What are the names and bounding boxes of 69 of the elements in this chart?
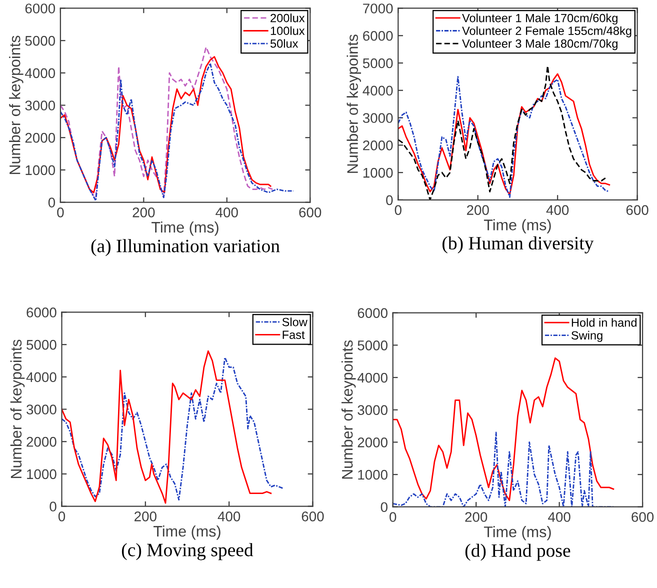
y-tick-label: 6000 [26,308,56,318]
y-tick-label: 5000 [362,58,393,68]
x-tick-label: 600 [626,205,648,215]
y-tick-label: 2000 [363,140,393,150]
x-tick-label: 0 [394,205,402,215]
x-tick-label: 0 [57,208,64,218]
y-axis-title: Number of keypoints [346,34,361,173]
y-tick-label: 5000 [26,340,56,350]
y-tick-label: 4000 [357,372,388,383]
line-series [392,432,614,507]
y-tick-label: 4000 [26,372,56,382]
y-tick-label: 3000 [26,404,56,414]
x-tick-label: 400 [216,208,238,218]
y-tick-label: 5000 [25,36,56,46]
y-tick-label: 2000 [358,438,388,448]
legend-label: 200lux [270,14,305,22]
legend-label: 100lux [270,26,305,35]
y-tick-label: 7000 [363,4,393,14]
y-tick-label: 1000 [358,470,388,480]
x-tick-label: 200 [132,208,155,218]
x-tick-label: 600 [299,208,322,218]
text: (a) Illumination variation [91,239,280,256]
y-axis-title: Number of keypoints [9,36,24,174]
legend-label: Swing [571,330,602,342]
line-series [60,62,294,202]
y-tick-label: 0 [380,502,388,512]
x-axis-title: Time (ms) [484,219,551,234]
x-axis-title: Time (ms) [484,526,551,540]
x-tick-label: 400 [218,511,240,522]
line-series [392,357,614,502]
y-tick-label: 1000 [363,168,393,178]
text: (c) Moving speed [122,543,254,560]
y-tick-label: 0 [50,502,56,512]
y-axis-title: Number of keypoints [342,340,356,479]
legend-label: Slow [282,318,308,326]
y-tick-label: 2000 [26,436,56,447]
y-tick-label: 0 [48,198,56,208]
y-tick-label: 5000 [358,340,388,350]
x-tick-label: 200 [465,512,488,522]
legend-label: Volunteer 2 Female 155cm/48kg [462,26,632,38]
legend-label: Hold in hand [572,318,636,327]
legend-label: Volunteer 1 Male 170cm/60kg [462,14,618,25]
y-tick-label: 1000 [27,469,56,480]
legend-label: 50lux [270,39,298,48]
y-tick-label: 3000 [25,100,56,110]
x-tick-label: 600 [302,511,324,522]
text: (d) Hand pose [465,544,570,561]
legend-label: Volunteer 3 Male 180cm/70kg [462,39,618,50]
x-tick-label: 600 [632,512,654,522]
y-tick-label: 1000 [26,165,56,176]
y-tick-label: 4000 [25,68,56,78]
x-tick-label: 0 [58,511,66,522]
x-axis-title: Time (ms) [152,221,218,236]
y-axis-title: Number of keypoints [10,340,25,478]
x-tick-label: 200 [134,511,156,522]
y-tick-label: 6000 [363,30,393,41]
y-tick-label: 4000 [362,86,393,96]
y-tick-label: 3000 [358,405,388,416]
x-axis-title: Time (ms) [154,525,220,540]
y-tick-label: 3000 [362,113,393,123]
legend-label: Fast [282,330,305,339]
x-tick-label: 200 [466,205,489,215]
y-tick-label: 6000 [358,308,388,318]
x-tick-label: 400 [548,512,570,522]
y-tick-label: 0 [386,195,393,206]
y-tick-label: 2000 [25,132,56,143]
text: (b) Human diversity [442,236,594,254]
y-tick-label: 6000 [25,4,56,14]
x-tick-label: 400 [546,205,569,215]
